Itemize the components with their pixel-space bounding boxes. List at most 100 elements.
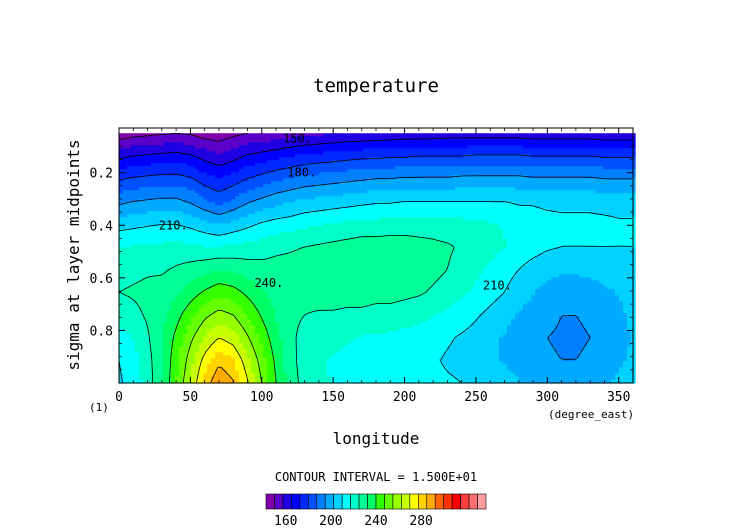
- heatmap-cell: [395, 142, 400, 146]
- heatmap-cell: [343, 184, 348, 188]
- heatmap-cell: [263, 217, 268, 221]
- heatmap-cell: [155, 244, 160, 248]
- heatmap-cell: [567, 178, 572, 182]
- heatmap-cell: [271, 244, 276, 248]
- heatmap-cell: [471, 166, 476, 170]
- heatmap-cell: [259, 205, 264, 209]
- heatmap-cell: [215, 244, 220, 248]
- heatmap-cell: [543, 139, 548, 143]
- heatmap-cell: [355, 241, 360, 245]
- heatmap-cell: [219, 178, 224, 182]
- heatmap-cell: [355, 199, 360, 203]
- heatmap-cell: [139, 139, 144, 143]
- heatmap-cell: [595, 133, 600, 137]
- heatmap-cell: [563, 193, 568, 197]
- heatmap-cell: [135, 208, 140, 212]
- heatmap-cell: [475, 181, 480, 185]
- heatmap-cell: [215, 226, 220, 230]
- heatmap-cell: [271, 235, 276, 239]
- heatmap-cell: [199, 226, 204, 230]
- heatmap-cell: [219, 133, 224, 137]
- heatmap-cell: [223, 166, 228, 170]
- heatmap-cell: [367, 196, 372, 200]
- heatmap-cell: [191, 148, 196, 152]
- heatmap-cell: [519, 226, 524, 230]
- heatmap-cell: [607, 160, 612, 164]
- heatmap-cell: [423, 229, 428, 233]
- heatmap-cell: [383, 166, 388, 170]
- heatmap-cell: [371, 154, 376, 158]
- heatmap-cell: [503, 205, 508, 209]
- heatmap-cell: [279, 151, 284, 155]
- heatmap-cell: [579, 172, 584, 176]
- heatmap-cell: [507, 199, 512, 203]
- heatmap-cell: [367, 169, 372, 173]
- heatmap-cell: [251, 154, 256, 158]
- heatmap-cell: [427, 244, 432, 248]
- heatmap-cell: [627, 235, 632, 239]
- heatmap-cell: [375, 169, 380, 173]
- heatmap-cell: [615, 217, 620, 221]
- heatmap-cell: [551, 220, 556, 224]
- heatmap-cell: [567, 223, 572, 227]
- heatmap-cell: [455, 142, 460, 146]
- heatmap-cell: [451, 214, 456, 218]
- heatmap-cell: [399, 220, 404, 224]
- heatmap-cell: [175, 238, 180, 242]
- heatmap-cell: [459, 214, 464, 218]
- heatmap-cell: [327, 196, 332, 200]
- heatmap-cell: [335, 190, 340, 194]
- heatmap-cell: [459, 229, 464, 233]
- heatmap-cell: [147, 208, 152, 212]
- heatmap-cell: [551, 244, 556, 248]
- heatmap-cell: [391, 241, 396, 245]
- heatmap-cell: [607, 184, 612, 188]
- heatmap-cell: [419, 244, 424, 248]
- heatmap-cell: [219, 166, 224, 170]
- heatmap-cell: [371, 133, 376, 137]
- heatmap-cell: [339, 160, 344, 164]
- heatmap-cell: [371, 244, 376, 248]
- heatmap-cell: [167, 199, 172, 203]
- heatmap-cell: [503, 241, 508, 245]
- heatmap-cell: [595, 163, 600, 167]
- heatmap-cell: [191, 238, 196, 242]
- heatmap-cell: [443, 172, 448, 176]
- heatmap-cell: [503, 235, 508, 239]
- heatmap-cell: [471, 196, 476, 200]
- heatmap-cell: [487, 223, 492, 227]
- heatmap-cell: [139, 241, 144, 245]
- heatmap-cell: [467, 205, 472, 209]
- heatmap-cell: [211, 136, 216, 140]
- heatmap-cell: [279, 136, 284, 140]
- heatmap-cell: [231, 244, 236, 248]
- heatmap-cell: [407, 220, 412, 224]
- heatmap-cell: [455, 145, 460, 149]
- heatmap-cell: [235, 232, 240, 236]
- heatmap-cell: [471, 223, 476, 227]
- heatmap-cell: [427, 190, 432, 194]
- heatmap-cell: [463, 247, 468, 251]
- heatmap-cell: [467, 244, 472, 248]
- heatmap-cell: [339, 148, 344, 152]
- heatmap-cell: [183, 223, 188, 227]
- heatmap-cell: [299, 244, 304, 248]
- heatmap-cell: [351, 193, 356, 197]
- heatmap-cell: [539, 217, 544, 221]
- heatmap-cell: [595, 208, 600, 212]
- heatmap-cell: [235, 166, 240, 170]
- heatmap-cell: [147, 163, 152, 167]
- heatmap-cell: [119, 205, 124, 209]
- heatmap-cell: [351, 157, 356, 161]
- heatmap-cell: [459, 211, 464, 215]
- heatmap-cell: [171, 139, 176, 143]
- heatmap-cell: [519, 133, 524, 137]
- heatmap-cell: [235, 136, 240, 140]
- heatmap-cell: [235, 184, 240, 188]
- heatmap-cell: [383, 199, 388, 203]
- heatmap-cell: [535, 190, 540, 194]
- heatmap-cell: [255, 190, 260, 194]
- heatmap-cell: [139, 151, 144, 155]
- heatmap-cell: [375, 229, 380, 233]
- heatmap-cell: [367, 193, 372, 197]
